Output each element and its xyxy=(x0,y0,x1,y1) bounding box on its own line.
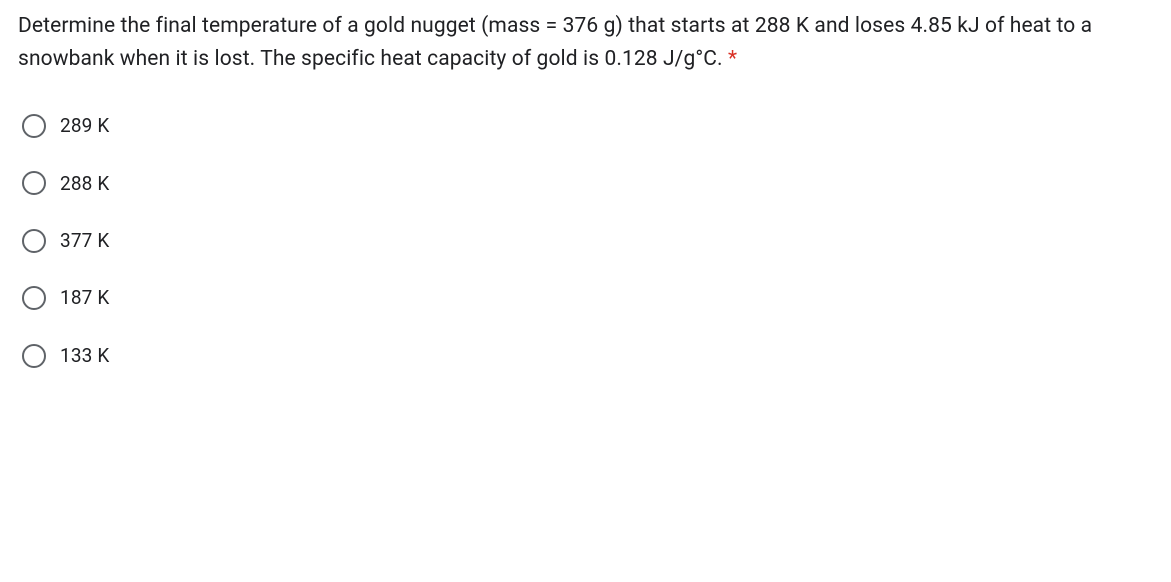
question-text: Determine the final temperature of a gol… xyxy=(18,10,1153,75)
radio-icon[interactable] xyxy=(22,344,46,368)
question-body: Determine the final temperature of a gol… xyxy=(18,14,1092,71)
option-label: 187 K xyxy=(60,283,109,312)
option-row[interactable]: 187 K xyxy=(22,283,1153,312)
radio-icon[interactable] xyxy=(22,286,46,310)
option-row[interactable]: 288 K xyxy=(22,169,1153,198)
option-label: 133 K xyxy=(60,341,109,370)
radio-icon[interactable] xyxy=(22,171,46,195)
option-row[interactable]: 289 K xyxy=(22,111,1153,140)
option-row[interactable]: 377 K xyxy=(22,226,1153,255)
option-row[interactable]: 133 K xyxy=(22,341,1153,370)
required-asterisk: * xyxy=(728,47,737,71)
options-group: 289 K 288 K 377 K 187 K 133 K xyxy=(18,111,1153,370)
option-label: 288 K xyxy=(60,169,109,198)
radio-icon[interactable] xyxy=(22,114,46,138)
option-label: 289 K xyxy=(60,111,109,140)
radio-icon[interactable] xyxy=(22,229,46,253)
option-label: 377 K xyxy=(60,226,109,255)
